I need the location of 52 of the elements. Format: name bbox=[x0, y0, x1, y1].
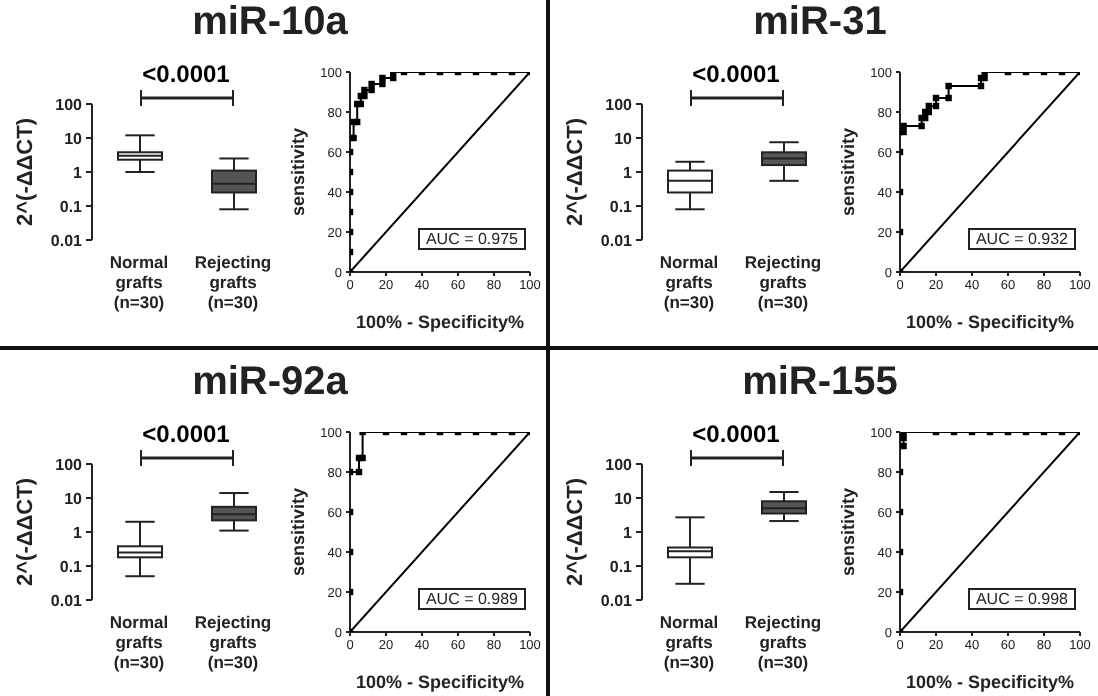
y-tick-label: 1 bbox=[623, 523, 634, 542]
y-axis-title: 2^(-ΔΔCT) bbox=[563, 477, 588, 587]
chart-title: miR-155 bbox=[740, 360, 900, 406]
x-tick-label: Normal grafts (n=30) bbox=[659, 612, 719, 672]
y-tick-label: 10 bbox=[614, 489, 634, 508]
text: <0.0001 bbox=[690, 420, 782, 448]
y-tick-label: 100 bbox=[55, 95, 84, 114]
x-axis-title: 100% - Specificity% bbox=[355, 672, 525, 692]
y-tick-label: 0.1 bbox=[59, 197, 84, 216]
y-tick-label: 0.1 bbox=[609, 197, 634, 216]
x-axis-title: 100% - Specificity% bbox=[905, 312, 1075, 332]
y-axis-title: sensitivity bbox=[288, 487, 309, 577]
y-tick-label: 1 bbox=[73, 523, 84, 542]
text: <0.0001 bbox=[690, 60, 782, 88]
y-tick-label: 1 bbox=[623, 163, 634, 182]
text: <0.0001 bbox=[140, 60, 232, 88]
annotation: AUC = 0.932 bbox=[967, 228, 1076, 250]
y-tick-label: 0.01 bbox=[50, 591, 84, 610]
y-tick-label: 1 bbox=[73, 163, 84, 182]
x-axis-title: 100% - Specificity% bbox=[355, 312, 525, 332]
x-tick-label: Rejecting grafts (n=30) bbox=[194, 252, 272, 312]
annotation: AUC = 0.975 bbox=[417, 228, 526, 250]
y-tick-label: 10 bbox=[64, 129, 84, 148]
y-tick-label: 100 bbox=[605, 95, 634, 114]
chart-title: miR-10a bbox=[190, 0, 350, 46]
y-tick-label: 10 bbox=[614, 129, 634, 148]
y-tick-label: 0.1 bbox=[59, 557, 84, 576]
x-tick-label: Normal grafts (n=30) bbox=[659, 252, 719, 312]
annotation: AUC = 0.998 bbox=[967, 588, 1076, 610]
y-tick-label: 10 bbox=[64, 489, 84, 508]
chart-title: miR-92a bbox=[190, 360, 350, 406]
y-tick-label: 0.01 bbox=[600, 591, 634, 610]
x-tick-label: Rejecting grafts (n=30) bbox=[194, 612, 272, 672]
x-tick-label: Normal grafts (n=30) bbox=[109, 612, 169, 672]
y-tick-label: 0.01 bbox=[50, 231, 84, 250]
text: <0.0001 bbox=[140, 420, 232, 448]
x-axis-title: 100% - Specificity% bbox=[905, 672, 1075, 692]
y-axis-title: sensitivity bbox=[288, 127, 309, 217]
y-axis-title: 2^(-ΔΔCT) bbox=[13, 477, 38, 587]
x-tick-label: Rejecting grafts (n=30) bbox=[744, 612, 822, 672]
x-tick-label: Normal grafts (n=30) bbox=[109, 252, 169, 312]
y-axis-title: sensitivity bbox=[838, 487, 859, 577]
y-axis-title: 2^(-ΔΔCT) bbox=[563, 117, 588, 227]
y-tick-label: 0.01 bbox=[600, 231, 634, 250]
y-axis-title: 2^(-ΔΔCT) bbox=[13, 117, 38, 227]
y-tick-label: 100 bbox=[55, 455, 84, 474]
y-tick-label: 0.1 bbox=[609, 557, 634, 576]
y-axis-title: sensitivity bbox=[838, 127, 859, 217]
annotation: AUC = 0.989 bbox=[417, 588, 526, 610]
chart-title: miR-31 bbox=[751, 0, 889, 46]
y-tick-label: 100 bbox=[605, 455, 634, 474]
x-tick-label: Rejecting grafts (n=30) bbox=[744, 252, 822, 312]
